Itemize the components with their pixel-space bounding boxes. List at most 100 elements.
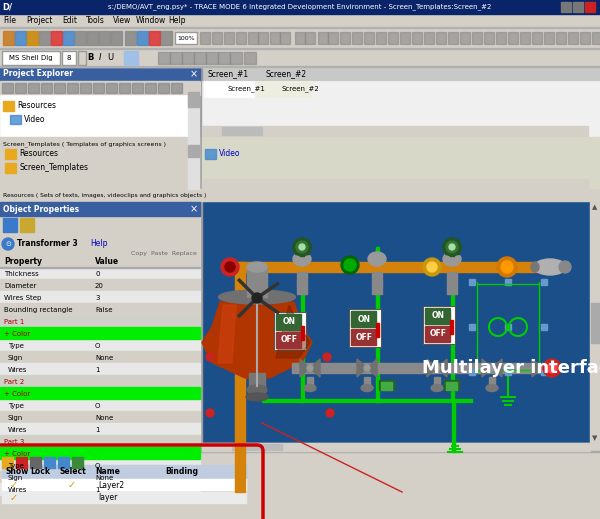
- FancyBboxPatch shape: [2, 51, 60, 65]
- Bar: [5, 149, 16, 159]
- Polygon shape: [202, 302, 312, 378]
- Text: Video: Video: [219, 149, 241, 158]
- Bar: [0, 267, 200, 268]
- Circle shape: [206, 409, 214, 417]
- Text: 20: 20: [95, 283, 104, 289]
- Circle shape: [543, 359, 561, 377]
- Text: Resources: Resources: [19, 149, 58, 158]
- Bar: [305, 32, 315, 44]
- Text: None: None: [95, 355, 113, 361]
- Text: Thickness: Thickness: [4, 271, 39, 277]
- Bar: [276, 314, 301, 330]
- Bar: [544, 32, 554, 44]
- Text: Help: Help: [90, 239, 107, 249]
- Text: Multilayer interface: Multilayer interface: [422, 359, 600, 377]
- Text: OFF: OFF: [355, 333, 373, 342]
- Bar: [541, 369, 547, 375]
- Text: Screen_#2: Screen_#2: [282, 86, 320, 92]
- Bar: [58, 457, 69, 468]
- Text: OFF: OFF: [430, 330, 446, 338]
- Bar: [170, 52, 182, 64]
- Bar: [140, 51, 154, 65]
- Bar: [54, 83, 65, 93]
- Text: Screen_#1: Screen_#1: [208, 70, 249, 78]
- Bar: [379, 380, 394, 390]
- Text: ▲: ▲: [592, 204, 598, 210]
- Circle shape: [539, 365, 545, 371]
- Bar: [200, 68, 202, 451]
- Bar: [232, 444, 282, 450]
- Bar: [351, 311, 376, 327]
- Bar: [448, 32, 458, 44]
- Bar: [235, 262, 245, 492]
- Text: Bounding rectangle: Bounding rectangle: [4, 307, 73, 313]
- Bar: [222, 127, 262, 135]
- Polygon shape: [482, 359, 502, 377]
- Polygon shape: [532, 359, 552, 377]
- Bar: [425, 326, 450, 342]
- Bar: [469, 279, 475, 285]
- Text: Part 3: Part 3: [4, 439, 25, 445]
- Bar: [5, 163, 16, 173]
- Bar: [0, 66, 600, 67]
- Text: Value: Value: [95, 257, 119, 266]
- Bar: [119, 83, 130, 93]
- Bar: [447, 272, 457, 294]
- Bar: [194, 52, 206, 64]
- Bar: [280, 32, 290, 44]
- Bar: [443, 245, 447, 249]
- Text: Screen_Templates: Screen_Templates: [19, 163, 88, 172]
- Ellipse shape: [368, 252, 386, 266]
- Text: 0: 0: [95, 271, 100, 277]
- Circle shape: [252, 293, 262, 303]
- Bar: [580, 32, 590, 44]
- Text: ✓: ✓: [68, 480, 76, 490]
- Ellipse shape: [361, 385, 373, 391]
- Bar: [0, 447, 200, 459]
- Bar: [484, 32, 494, 44]
- Text: Layer2: Layer2: [98, 481, 124, 489]
- Bar: [75, 31, 86, 45]
- Bar: [300, 252, 304, 256]
- Bar: [0, 27, 600, 49]
- Text: Copy  Paste  Replace: Copy Paste Replace: [131, 252, 197, 256]
- Bar: [3, 218, 17, 232]
- Bar: [200, 32, 210, 44]
- FancyBboxPatch shape: [274, 312, 306, 350]
- Ellipse shape: [486, 385, 498, 391]
- FancyBboxPatch shape: [78, 51, 86, 65]
- Bar: [305, 250, 309, 254]
- Bar: [307, 245, 311, 249]
- Bar: [450, 252, 454, 256]
- Bar: [249, 373, 265, 388]
- Bar: [0, 483, 200, 495]
- Text: B: B: [87, 53, 93, 62]
- Bar: [505, 324, 511, 330]
- Bar: [10, 115, 21, 124]
- Bar: [0, 471, 200, 483]
- Text: U: U: [107, 53, 113, 62]
- Bar: [30, 457, 41, 468]
- Bar: [293, 245, 297, 249]
- Text: ▼: ▼: [592, 435, 598, 441]
- Circle shape: [323, 353, 331, 361]
- Circle shape: [299, 244, 305, 250]
- Bar: [202, 81, 600, 137]
- Bar: [125, 31, 136, 45]
- Text: Wires: Wires: [8, 487, 28, 493]
- Bar: [508, 32, 518, 44]
- Bar: [301, 326, 304, 340]
- Bar: [2, 457, 13, 468]
- Bar: [276, 332, 301, 348]
- Polygon shape: [427, 359, 447, 377]
- Text: 1: 1: [95, 487, 100, 493]
- Bar: [469, 369, 475, 375]
- Bar: [0, 303, 200, 315]
- Text: Project Explorer: Project Explorer: [3, 70, 73, 78]
- Text: Resources: Resources: [17, 102, 56, 111]
- Bar: [376, 247, 379, 402]
- Text: D/: D/: [2, 3, 12, 11]
- Text: 3: 3: [95, 295, 100, 301]
- Circle shape: [434, 365, 440, 371]
- Bar: [0, 137, 200, 189]
